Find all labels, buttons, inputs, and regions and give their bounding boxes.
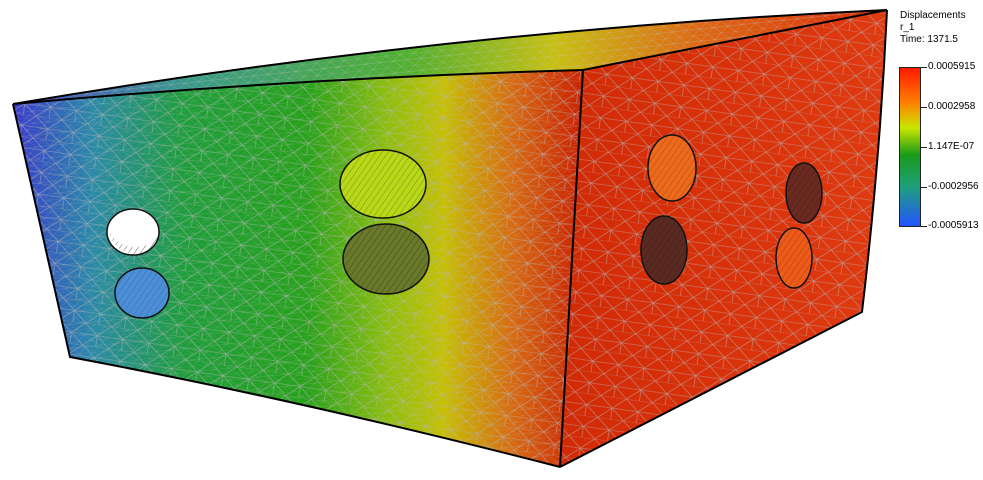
hole-left-upper (106, 208, 160, 256)
hole-side-3 (785, 162, 823, 224)
hole-side-2 (640, 215, 688, 285)
legend-tick-label: -0.0005913 (928, 220, 979, 231)
hole-side-4 (775, 227, 813, 289)
legend-tick-label: 1.147E-07 (928, 141, 975, 152)
model-outline (12, 9, 888, 468)
legend-tick-label: 0.0005915 (928, 61, 976, 72)
legend-tick (921, 107, 927, 108)
legend-time: Time: 1371.5 (900, 34, 958, 45)
legend-color-bar (899, 67, 921, 227)
legend-tick (921, 67, 927, 68)
legend-component: r_1 (900, 22, 915, 33)
hole-left-lower (114, 267, 170, 319)
legend-tick-label: 0.0002958 (928, 101, 976, 112)
hole-center-lower (342, 223, 430, 295)
legend-tick (921, 187, 927, 188)
legend-tick (921, 147, 927, 148)
legend-tick-label: -0.0002956 (928, 181, 979, 192)
hole-center-upper (339, 149, 427, 219)
legend-field-name: Displacements (900, 10, 966, 21)
hole-side-1 (647, 134, 697, 202)
legend-tick (921, 226, 927, 227)
